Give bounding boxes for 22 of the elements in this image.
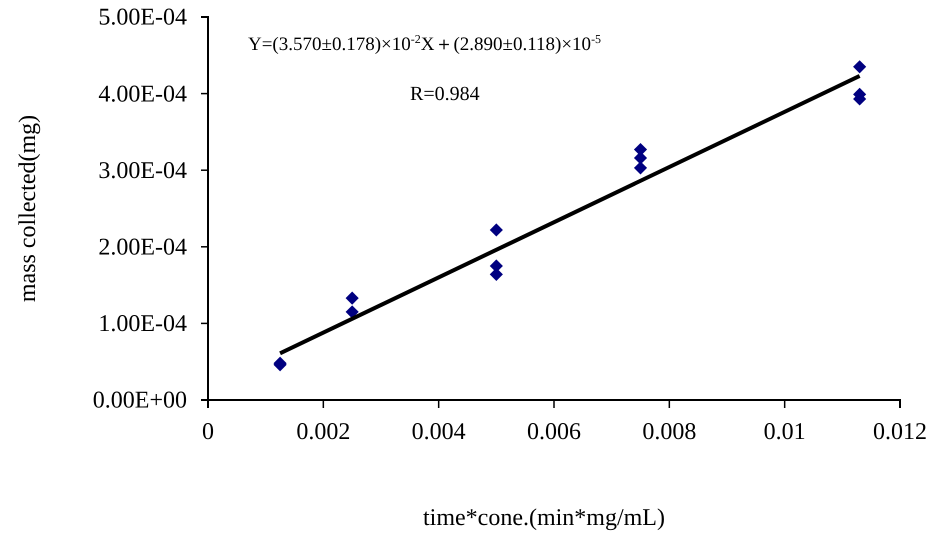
x-tick-label: 0.008 bbox=[642, 419, 696, 446]
point bbox=[634, 161, 648, 174]
y-tick-label: 5.00E-04 bbox=[98, 4, 187, 31]
x-tick-label: 0.006 bbox=[527, 419, 581, 446]
y-tick-label: 0.00E+00 bbox=[92, 388, 187, 414]
x-tick-label: 0 bbox=[202, 419, 214, 446]
annotation: Y=(3.570±0.178)×10$^{-2}$X＋(2.890±0.118)×10$^{-5}$ bbox=[248, 32, 602, 55]
point bbox=[346, 292, 359, 305]
x-tick-label: 0.01 bbox=[764, 419, 806, 446]
x-tick-label: 0.002 bbox=[296, 419, 350, 446]
point bbox=[853, 60, 866, 74]
point bbox=[490, 223, 503, 237]
x-axis-title: time*cone.(min*mg/mL) bbox=[423, 505, 665, 531]
point bbox=[346, 305, 359, 318]
x-tick-label: 0.012 bbox=[873, 419, 927, 446]
y-axis-title: mass collected(mg) bbox=[15, 114, 41, 302]
y-tick-label: 4.00E-04 bbox=[98, 81, 187, 108]
x-tick-label: 0.004 bbox=[412, 419, 466, 446]
y-tick-label: 3.00E-04 bbox=[98, 158, 187, 184]
y-tick-label: 2.00E-04 bbox=[98, 234, 187, 260]
y-tick-label: 1.00E-04 bbox=[98, 311, 187, 338]
annotation: R=0.984 bbox=[410, 83, 480, 105]
